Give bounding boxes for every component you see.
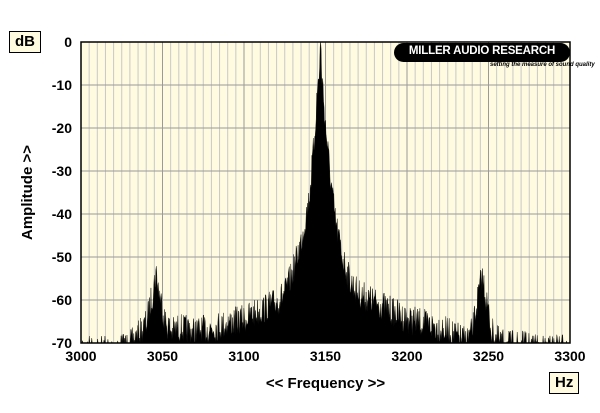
y-unit-label: dB xyxy=(9,31,41,53)
plot-frame xyxy=(80,41,571,344)
y-axis-label: Amplitude >> xyxy=(19,145,36,240)
y-tick-label: -60 xyxy=(52,292,72,308)
logo-tagline: setting the measure of sound quality xyxy=(490,62,595,68)
y-tick-label: 0 xyxy=(64,34,72,50)
logo-pill xyxy=(394,43,570,62)
x-axis-label: << Frequency >> xyxy=(266,375,385,392)
spectrum-series xyxy=(80,41,570,344)
y-tick-label: -30 xyxy=(52,163,72,179)
x-tick-label: 3100 xyxy=(228,348,259,364)
series-layer xyxy=(80,41,570,344)
y-tick-label: -10 xyxy=(52,77,72,93)
x-unit-label: Hz xyxy=(549,372,580,394)
miller-audio-research-logo: MILLER AUDIO RESEARCH setting the measur… xyxy=(394,43,595,73)
y-tick-label: -50 xyxy=(52,249,72,265)
y-tick-label: -20 xyxy=(52,120,72,136)
logo-name: MILLER AUDIO RESEARCH xyxy=(408,45,556,57)
y-tick-label: -40 xyxy=(52,206,72,222)
y-tick-label: -70 xyxy=(52,335,72,351)
x-tick-label: 3300 xyxy=(554,348,585,364)
tick-labels: 3000 3050 3100 3150 3200 3250 3300 0 -10 -20 -30 -4… xyxy=(52,34,586,364)
x-tick-label: 3050 xyxy=(147,348,178,364)
x-tick-label: 3150 xyxy=(310,348,341,364)
x-tick-label: 3000 xyxy=(65,348,96,364)
x-tick-label: 3250 xyxy=(473,348,504,364)
x-tick-label: 3200 xyxy=(391,348,422,364)
